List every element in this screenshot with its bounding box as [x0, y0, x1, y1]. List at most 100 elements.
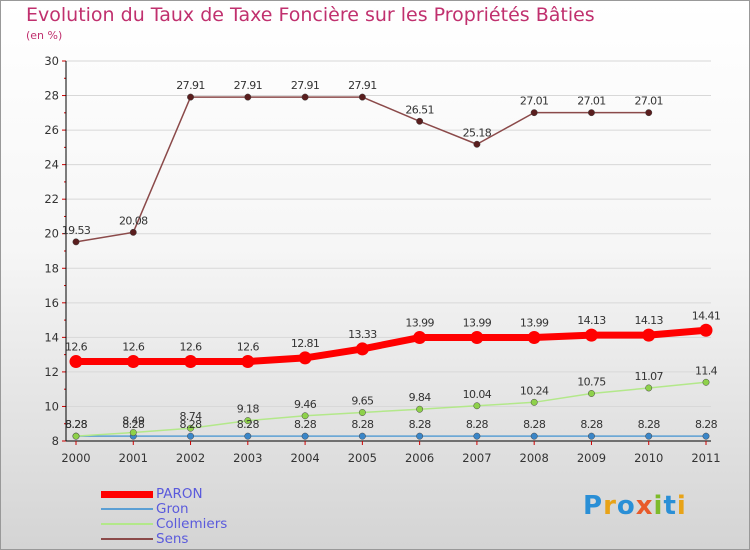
data-label-collemiers-2004: 9.46 — [294, 398, 317, 411]
data-label-collemiers-2002: 8.74 — [179, 410, 202, 423]
data-label-paron-2010: 14.13 — [634, 314, 663, 327]
series-line-collemiers — [75, 381, 707, 437]
data-label-sens-2010: 27.01 — [634, 95, 663, 108]
data-label-paron-2011: 14.41 — [692, 309, 721, 322]
data-label-gron-2001: 8.28 — [122, 418, 145, 431]
point-sens-2006 — [416, 117, 424, 125]
point-gron-2003 — [244, 432, 252, 440]
data-label-collemiers-2003: 9.18 — [237, 403, 260, 416]
axes: 8 10 12 14 16 18 20 22 24 26 28 30 2000 2001 2002 2003 2… — [44, 54, 720, 465]
point-collemiers-2005 — [358, 409, 366, 416]
point-collemiers-2010 — [645, 384, 653, 392]
x-tick-label-2007: 2007 — [462, 451, 491, 465]
x-tick-label-2011: 2011 — [691, 451, 720, 465]
point-gron-2007 — [473, 432, 481, 440]
point-paron-2007 — [470, 331, 484, 345]
x-tick-label-2001: 2001 — [119, 451, 148, 465]
data-label-gron-2010: 8.28 — [638, 418, 661, 431]
data-label-collemiers-2007: 10.04 — [463, 388, 492, 401]
data-label-collemiers-2008: 10.24 — [520, 384, 549, 397]
point-paron-2006 — [413, 331, 427, 345]
point-paron-2003 — [241, 355, 255, 369]
legend-swatch-paron — [101, 490, 153, 498]
point-gron-2005 — [358, 432, 366, 440]
point-sens-2004 — [301, 93, 309, 101]
data-label-paron-2005: 13.33 — [348, 328, 377, 341]
y-tick-label-14: 14 — [44, 330, 59, 344]
data-label-sens-2006: 26.51 — [405, 103, 434, 116]
point-paron-2010 — [642, 328, 656, 342]
point-paron-2008 — [527, 331, 541, 345]
legend-swatch-collemiers — [101, 523, 153, 525]
point-sens-2005 — [358, 93, 366, 101]
data-label-gron-2003: 8.28 — [237, 418, 260, 431]
y-tick-label-8: 8 — [52, 434, 59, 448]
y-tick-label-30: 30 — [44, 54, 59, 68]
data-label-gron-2002: 8.28 — [179, 418, 202, 431]
data-label-gron-2005: 8.28 — [351, 418, 374, 431]
point-gron-2004 — [301, 432, 309, 440]
y-tick-label-24: 24 — [44, 158, 59, 172]
series-line-sens — [75, 96, 650, 243]
data-label-paron-2001: 12.6 — [122, 341, 145, 354]
data-label-collemiers-2009: 10.75 — [577, 376, 606, 389]
point-paron-2001 — [126, 355, 140, 369]
x-tick-label-2008: 2008 — [520, 451, 549, 465]
point-gron-2006 — [416, 432, 424, 440]
x-tick-label-2000: 2000 — [61, 451, 90, 465]
logo-letter: r — [603, 491, 617, 521]
point-paron-2011 — [699, 323, 713, 337]
y-tick-label-16: 16 — [44, 296, 59, 310]
point-gron-2010 — [645, 432, 653, 440]
legend-label-gron: Gron — [156, 501, 189, 517]
point-collemiers-2008 — [530, 398, 538, 406]
point-gron-2009 — [588, 432, 595, 440]
point-sens-2007 — [473, 140, 481, 148]
data-label-sens-2000: 19.53 — [62, 224, 91, 237]
data-label-gron-2006: 8.28 — [409, 418, 432, 431]
point-collemiers-2009 — [588, 390, 595, 397]
y-tick-label-26: 26 — [44, 123, 59, 137]
point-sens-2009 — [588, 109, 595, 117]
data-label-paron-2002: 12.6 — [179, 341, 202, 354]
point-paron-2009 — [584, 328, 598, 342]
point-paron-2005 — [355, 342, 369, 356]
data-label-collemiers-2001: 8.49 — [122, 415, 145, 428]
logo-letter: i — [676, 491, 687, 521]
point-paron-2004 — [298, 351, 312, 365]
data-label-paron-2003: 12.6 — [237, 341, 260, 354]
point-collemiers-2002 — [187, 424, 194, 432]
y-tick-label-18: 18 — [44, 261, 59, 275]
series-points — [69, 93, 713, 440]
data-label-collemiers-2010: 11.07 — [634, 370, 663, 383]
x-tick-label-2006: 2006 — [405, 451, 434, 465]
point-collemiers-2001 — [129, 429, 137, 436]
logo-letter: P — [583, 491, 604, 521]
x-tick-label-2004: 2004 — [290, 451, 319, 465]
data-label-sens-2005: 27.91 — [348, 79, 377, 92]
logo-letter: o — [616, 491, 636, 521]
data-label-gron-2009: 8.28 — [580, 418, 603, 431]
data-label-paron-2008: 13.99 — [520, 317, 549, 330]
legend-swatch-gron — [101, 508, 153, 510]
point-paron-2000 — [69, 355, 83, 369]
y-tick-label-10: 10 — [44, 399, 59, 413]
x-tick-label-2009: 2009 — [577, 451, 606, 465]
x-tick-label-2010: 2010 — [634, 451, 663, 465]
data-label-sens-2003: 27.91 — [234, 79, 263, 92]
point-collemiers-2000 — [72, 432, 80, 440]
data-label-collemiers-2006: 9.84 — [409, 391, 432, 404]
data-label-sens-2007: 25.18 — [463, 126, 492, 139]
y-tick-label-28: 28 — [44, 89, 59, 103]
point-paron-2002 — [184, 355, 198, 369]
x-tick-label-2003: 2003 — [233, 451, 262, 465]
data-label-paron-2007: 13.99 — [463, 317, 492, 330]
point-sens-2002 — [187, 93, 194, 101]
point-collemiers-2011 — [702, 378, 710, 386]
data-label-sens-2002: 27.91 — [176, 79, 205, 92]
point-gron-2011 — [702, 432, 710, 440]
x-tick-label-2005: 2005 — [348, 451, 377, 465]
point-collemiers-2007 — [473, 402, 481, 410]
